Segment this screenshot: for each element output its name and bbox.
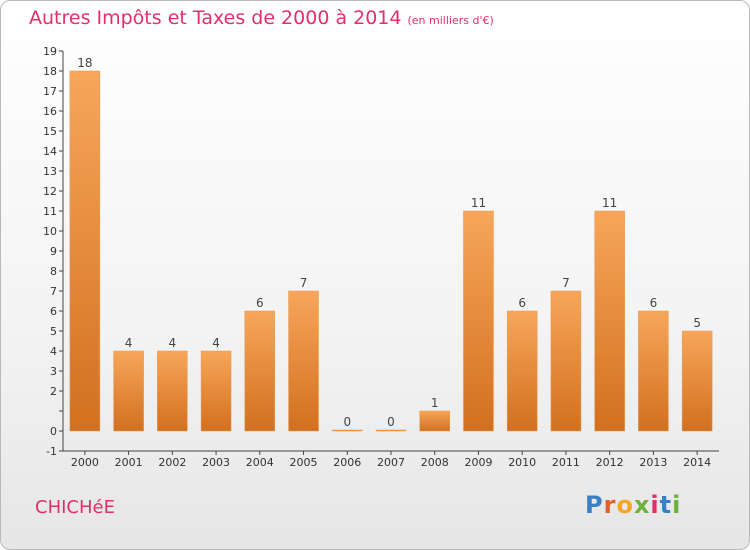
logo-letter: r	[603, 491, 617, 519]
y-tick-label: 16	[43, 105, 57, 118]
x-tick-label: 2000	[71, 456, 99, 469]
x-tick-label: 2008	[421, 456, 449, 469]
x-tick-label: 2006	[333, 456, 361, 469]
x-tick-label: 2012	[596, 456, 624, 469]
y-tick-label: 17	[43, 85, 57, 98]
chart-title-text: Autres Impôts et Taxes de 2000 à 2014	[29, 7, 402, 29]
x-tick-label: 2001	[115, 456, 143, 469]
y-tick-label: 14	[43, 145, 57, 158]
y-tick-label: 4	[50, 345, 57, 358]
data-label: 4	[125, 336, 133, 350]
data-label: 6	[650, 296, 658, 310]
logo-letter: P	[585, 491, 604, 519]
data-label: 11	[471, 196, 486, 210]
y-tick-label: 10	[43, 225, 57, 238]
bar	[288, 290, 319, 432]
y-tick-label: 3	[50, 365, 57, 378]
bar	[69, 70, 101, 432]
bar	[157, 350, 188, 432]
data-label: 11	[602, 196, 617, 210]
x-tick-label: 2004	[246, 456, 274, 469]
x-tick-label: 2005	[290, 456, 318, 469]
data-label: 6	[256, 296, 264, 310]
logo-letter: i	[650, 491, 660, 519]
proxiti-logo: Proxiti	[585, 491, 681, 519]
logo-letter: t	[659, 491, 673, 519]
x-tick-label: 2002	[158, 456, 186, 469]
y-tick-label: 12	[43, 185, 57, 198]
data-label: 0	[387, 415, 395, 429]
logo-letter: x	[633, 491, 651, 519]
y-tick-label: -1	[46, 445, 57, 458]
data-label: 18	[77, 56, 92, 70]
y-tick-label: 6	[50, 305, 57, 318]
bar	[244, 310, 276, 432]
y-tick-label: 18	[43, 65, 57, 78]
data-label: 4	[169, 336, 177, 350]
data-label: 4	[212, 336, 220, 350]
bar	[375, 429, 407, 432]
y-tick-label: 19	[43, 45, 57, 58]
x-tick-label: 2013	[639, 456, 667, 469]
bar	[463, 210, 494, 432]
x-tick-label: 2003	[202, 456, 230, 469]
chart-bars	[69, 70, 713, 432]
bar	[681, 330, 713, 432]
y-tick-label: 15	[43, 125, 57, 138]
y-tick-label: 8	[50, 265, 57, 278]
logo-letter: o	[616, 491, 634, 519]
data-label: 6	[518, 296, 526, 310]
data-label: 7	[300, 276, 308, 290]
bar	[332, 429, 363, 432]
data-label: 0	[343, 415, 351, 429]
y-tick-label: 2	[50, 385, 57, 398]
x-tick-label: 2007	[377, 456, 405, 469]
bar	[419, 410, 450, 432]
bar	[200, 350, 232, 432]
bar	[506, 310, 538, 432]
commune-name: CHICHéE	[35, 497, 115, 518]
x-tick-label: 2011	[552, 456, 580, 469]
y-tick-label: 5	[50, 325, 57, 338]
x-tick-label: 2010	[508, 456, 536, 469]
bar	[113, 350, 144, 432]
data-label: 5	[693, 316, 701, 330]
bar	[594, 210, 625, 432]
y-tick-label: 7	[50, 285, 57, 298]
x-tick-label: 2014	[683, 456, 711, 469]
x-tick-label: 2009	[464, 456, 492, 469]
bar	[550, 290, 582, 432]
y-tick-label: 11	[43, 205, 57, 218]
data-label: 1	[431, 396, 439, 410]
y-tick-label: 13	[43, 165, 57, 178]
y-tick-label: 9	[50, 245, 57, 258]
chart-subtitle: (en milliers d'€)	[407, 14, 494, 27]
logo-letter: i	[672, 491, 682, 519]
data-label: 7	[562, 276, 570, 290]
y-tick-label: 0	[50, 425, 57, 438]
bar	[638, 310, 669, 432]
chart-title: Autres Impôts et Taxes de 2000 à 2014 (en…	[29, 7, 494, 29]
